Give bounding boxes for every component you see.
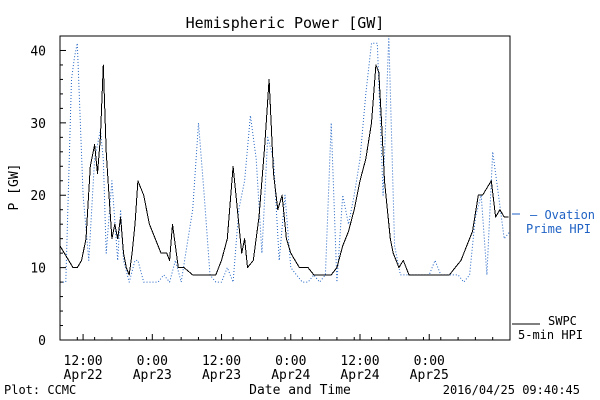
plot-credit: Plot: CCMC: [4, 383, 76, 397]
y-axis-label: P [GW]: [7, 164, 22, 211]
x-tick-time-label: 12:00: [202, 354, 241, 369]
legend-swpc-line1: SWPC: [548, 314, 577, 328]
legend-ovation-line2: Prime HPI: [526, 222, 591, 236]
x-tick-date-label: Apr23: [133, 368, 172, 383]
x-tick-date-label: Apr23: [202, 368, 241, 383]
x-tick-time-label: 12:00: [64, 354, 103, 369]
y-ticks: 0 10 20 30 40: [30, 35, 66, 349]
x-ticks: 12:00Apr220:00Apr2312:00Apr230:00Apr2412…: [59, 334, 511, 383]
legend-swpc-line2: 5-min HPI: [518, 328, 583, 342]
y-tick-label: 0: [38, 334, 46, 349]
x-tick-time-label: 0:00: [137, 354, 168, 369]
x-tick-date-label: Apr24: [340, 368, 379, 383]
x-tick-time-label: 0:00: [414, 354, 445, 369]
x-tick-date-label: Apr25: [410, 368, 449, 383]
x-axis-label: Date and Time: [249, 383, 351, 398]
series-layer: [59, 35, 511, 283]
y-tick-label: 30: [30, 117, 46, 132]
x-tick-time-label: 0:00: [275, 354, 306, 369]
y-tick-label: 40: [30, 44, 46, 59]
x-tick-date-label: Apr22: [64, 368, 103, 383]
x-tick-date-label: Apr24: [271, 368, 310, 383]
plot-frame: [59, 35, 511, 341]
legend: — Ovation Prime HPI SWPC 5-min HPI: [512, 208, 595, 342]
y-tick-label: 20: [30, 189, 46, 204]
legend-ovation-line1: — Ovation: [530, 208, 595, 222]
y-tick-label: 10: [30, 262, 46, 277]
series-ovation-line: [60, 35, 511, 283]
plot-timestamp: 2016/04/25 09:40:45: [443, 383, 580, 397]
series-swpc-line: [59, 64, 509, 276]
chart-title: Hemispheric Power [GW]: [186, 14, 385, 32]
x-tick-time-label: 12:00: [340, 354, 379, 369]
